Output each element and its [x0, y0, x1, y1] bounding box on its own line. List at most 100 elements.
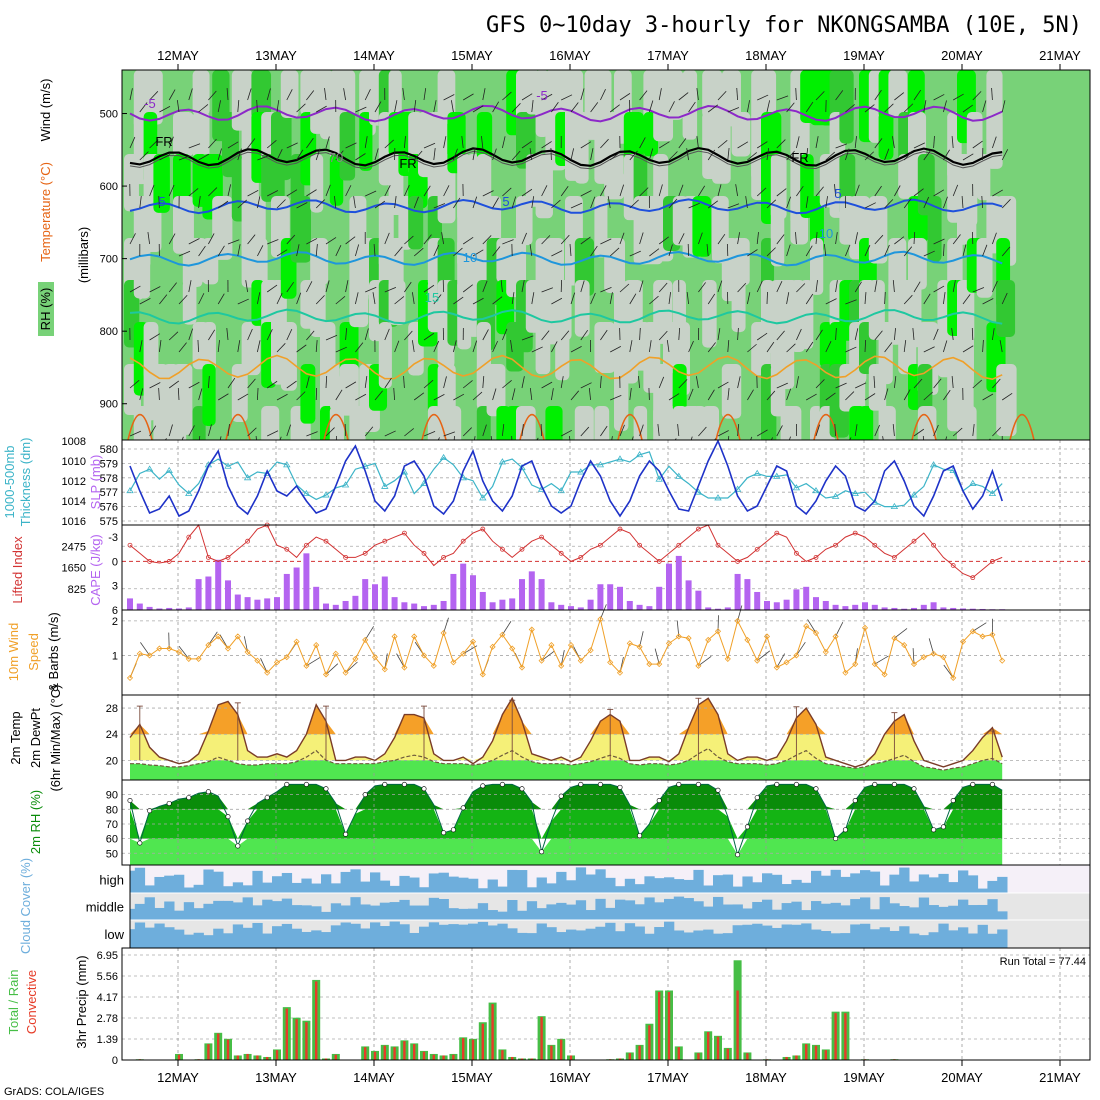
- rh-blob: [153, 154, 170, 213]
- cloud-cell: [869, 929, 881, 948]
- cloud-cell: [340, 905, 351, 920]
- wind-barb: [482, 329, 489, 341]
- wind-speed-marker: [558, 662, 565, 669]
- cloud-cell: [144, 927, 155, 948]
- cloud-cell: [379, 902, 391, 920]
- wind-barb: [717, 430, 729, 437]
- wind-barb: [658, 236, 670, 245]
- wind-barb: [482, 88, 486, 101]
- rh-marker: [970, 781, 976, 787]
- wind-barb: [247, 88, 252, 101]
- cloud-cell: [174, 874, 185, 893]
- rh-blob: [868, 196, 888, 264]
- wind-barb: [266, 88, 271, 101]
- wind-barb: [158, 387, 160, 401]
- cloud-cell: [130, 929, 136, 948]
- wind-barb: [962, 244, 967, 257]
- precip-convective-bar: [295, 1019, 298, 1060]
- wind-barb: [668, 244, 673, 257]
- li-marker: [323, 538, 329, 544]
- wind-speed-marker: [852, 661, 859, 668]
- thickness-axis-label: 1000-500mb: [2, 446, 17, 519]
- wind-barb: [580, 382, 592, 389]
- rh-marker: [137, 840, 143, 846]
- wind-barb: [355, 393, 367, 401]
- rh-marker: [989, 781, 995, 787]
- cloud-cell: [928, 877, 939, 893]
- wind-barb: [384, 377, 392, 389]
- wind-barb: [472, 391, 483, 401]
- wind-barb-10m: [541, 650, 555, 661]
- rh-line: [129, 783, 1003, 857]
- wind-barb: [952, 427, 963, 437]
- wind-barb: [345, 328, 348, 341]
- precip-convective-bar: [697, 1053, 700, 1060]
- cape-bar: [470, 575, 476, 610]
- rh-blob: [388, 70, 402, 120]
- wind-barb: [815, 424, 821, 437]
- cloud-cell: [507, 869, 518, 893]
- rh-marker: [264, 795, 270, 801]
- rh-marker: [852, 798, 858, 804]
- wind-barb: [325, 375, 328, 389]
- precip-convective-bar: [805, 1044, 808, 1060]
- wind-barb: [825, 151, 836, 161]
- rh-marker: [480, 783, 486, 789]
- wind-barb: [355, 342, 364, 353]
- cloud-cell: [507, 928, 518, 948]
- wind-barb: [981, 195, 983, 209]
- rh-marker: [382, 781, 388, 787]
- wind-barb: [756, 232, 759, 245]
- wind-barb: [588, 388, 591, 401]
- wind-barb: [756, 280, 763, 293]
- thickness-marker: [929, 461, 938, 468]
- credit-label: GrADS: COLA/IGES: [4, 1086, 104, 1098]
- wind-speed-marker: [293, 638, 300, 645]
- wind-barb: [521, 232, 527, 245]
- thickness-line: [129, 451, 1003, 508]
- wind-barb: [992, 378, 1001, 389]
- cloud-cell: [791, 924, 802, 948]
- thickness-marker: [302, 489, 311, 497]
- precip-convective-bar: [658, 992, 661, 1060]
- cloud-cell: [536, 908, 547, 920]
- wind-barb: [139, 298, 151, 305]
- cloud-cell: [301, 931, 312, 948]
- cloud-cell: [615, 886, 626, 893]
- wind-speed-marker: [891, 635, 898, 642]
- wind-barb: [649, 100, 654, 113]
- pressure-axis-label: (millibars): [76, 227, 91, 283]
- thickness-marker: [616, 455, 624, 462]
- wind-barb: [521, 188, 533, 197]
- wind-speed-marker: [822, 648, 829, 656]
- wind-barb: [276, 100, 280, 113]
- cloud-cell: [840, 876, 851, 893]
- wind-barb: [384, 232, 390, 245]
- cloud-cell: [428, 922, 440, 948]
- wind-barb: [796, 185, 804, 197]
- wind-barb: [560, 186, 569, 197]
- isotherm-label: FR: [791, 150, 808, 165]
- wind-barb: [394, 246, 403, 257]
- rh-blob: [682, 70, 698, 140]
- rh-blob: [447, 406, 462, 440]
- wind-barb: [903, 150, 913, 161]
- precip-convective-bar: [638, 1045, 641, 1060]
- isotherm-surface: [421, 414, 447, 440]
- wind-speed-marker: [352, 655, 359, 662]
- wind-barb-10m: [396, 653, 405, 668]
- wind-barb: [502, 91, 512, 101]
- rh-marker: [715, 787, 721, 793]
- wind-barb: [894, 185, 901, 197]
- cape-bar: [940, 607, 947, 610]
- cape-bar: [548, 602, 555, 610]
- wind-barb: [707, 104, 719, 113]
- wind-barb: [482, 235, 492, 245]
- wind-barb: [129, 233, 136, 245]
- li-marker: [735, 559, 740, 564]
- rh-marker: [695, 781, 701, 787]
- wind-speed-marker: [577, 657, 584, 664]
- rh-blob: [839, 70, 854, 144]
- cloud-cell: [938, 873, 949, 893]
- cape-bar: [656, 586, 663, 610]
